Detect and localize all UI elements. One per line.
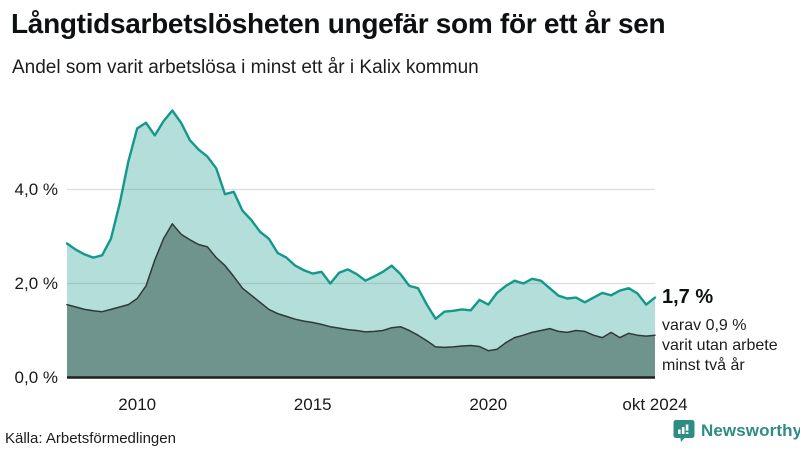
y-axis-tick-4: 4,0 %	[14, 179, 58, 199]
y-axis-tick-2: 2,0 %	[14, 273, 58, 293]
y-axis-tick-0: 0,0 %	[14, 367, 58, 387]
x-axis-tick-2010: 2010	[118, 395, 157, 414]
newsworthy-wordmark: Newsworthy	[701, 421, 800, 440]
annotation-line-3: minst två år	[662, 357, 745, 374]
endpoint-value: 1,7 %	[662, 286, 714, 308]
source-credit: Källa: Arbetsförmedlingen	[5, 430, 176, 447]
newsworthy-logo[interactable]: Newsworthy	[673, 419, 800, 443]
endpoint-description: varav 0,9 % varit utan arbete minst två …	[662, 316, 797, 376]
annotation-line-2: varit utan arbete	[662, 337, 778, 354]
newsworthy-bubble-icon	[673, 420, 695, 442]
page-title: Långtidsarbetslösheten ungefär som för e…	[11, 8, 666, 39]
x-axis-tick-2015: 2015	[293, 395, 332, 414]
x-axis-tick-okt-2024: okt 2024	[622, 395, 688, 414]
endpoint-annotation: 1,7 % varav 0,9 % varit utan arbete mins…	[662, 286, 797, 376]
annotation-line-1: varav 0,9 %	[662, 317, 747, 334]
x-axis-tick-2020: 2020	[469, 395, 508, 414]
chart-subtitle: Andel som varit arbetslösa i minst ett å…	[12, 57, 479, 78]
